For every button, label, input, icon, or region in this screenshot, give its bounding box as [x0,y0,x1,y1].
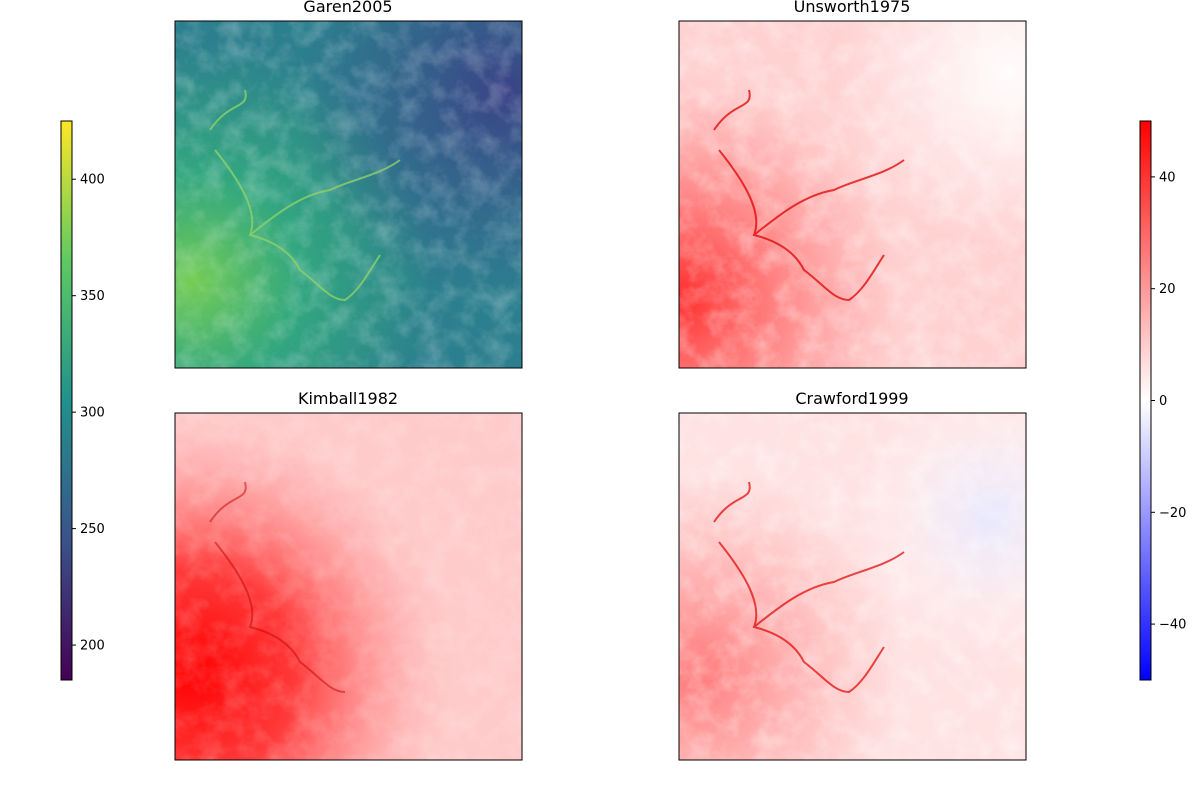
heatmap-panel-crawford1999 [678,412,1027,761]
axes-frame-unsworth1975 [678,20,1027,369]
valley-network-garen2005 [209,89,401,302]
heatmap-texture-kimball1982 [175,413,522,760]
left-colorbar-tick-label: 400 [80,173,105,188]
axes-frame-kimball1982 [174,412,523,761]
valley-network-unsworth1975 [713,89,905,302]
heatmap-texture-unsworth1975 [679,21,1026,368]
right-colorbar-tick-label: −40 [1159,618,1186,633]
colorbar-right-ticks: −40 −20 0 20 40 [1151,170,1186,633]
colorbar-right: −40 −20 0 20 40 [1139,120,1186,681]
right-colorbar-tick-label: 40 [1159,170,1176,185]
panel-title-crawford1999: Crawford1999 [795,389,908,408]
colorbar-right-gradient [1139,120,1152,681]
panel-title-kimball1982: Kimball1982 [298,389,398,408]
heatmap-panel-kimball1982 [174,412,523,761]
left-colorbar-tick-label: 300 [80,406,105,421]
valley-network-kimball1982 [209,481,346,693]
heatmap-panel-garen2005 [174,20,523,369]
heatmap-texture-crawford1999 [679,413,1026,760]
colorbar-left: 200 250 300 350 400 [60,120,105,681]
colorbar-left-ticks: 200 250 300 350 400 [72,173,105,654]
colorbar-left-gradient [60,120,73,681]
axes-frame-garen2005 [174,20,523,369]
left-colorbar-tick-label: 350 [80,289,105,304]
valley-network-crawford1999 [713,481,905,694]
heatmap-panel-unsworth1975 [678,20,1027,369]
right-colorbar-tick-label: −20 [1159,506,1186,521]
axes-frame-crawford1999 [678,412,1027,761]
right-colorbar-tick-label: 20 [1159,282,1176,297]
panel-title-garen2005: Garen2005 [303,0,392,16]
left-colorbar-tick-label: 250 [80,522,105,537]
panel-title-unsworth1975: Unsworth1975 [794,0,911,16]
heatmap-texture-garen2005 [175,21,522,368]
left-colorbar-tick-label: 200 [80,639,105,654]
right-colorbar-tick-label: 0 [1159,394,1167,409]
